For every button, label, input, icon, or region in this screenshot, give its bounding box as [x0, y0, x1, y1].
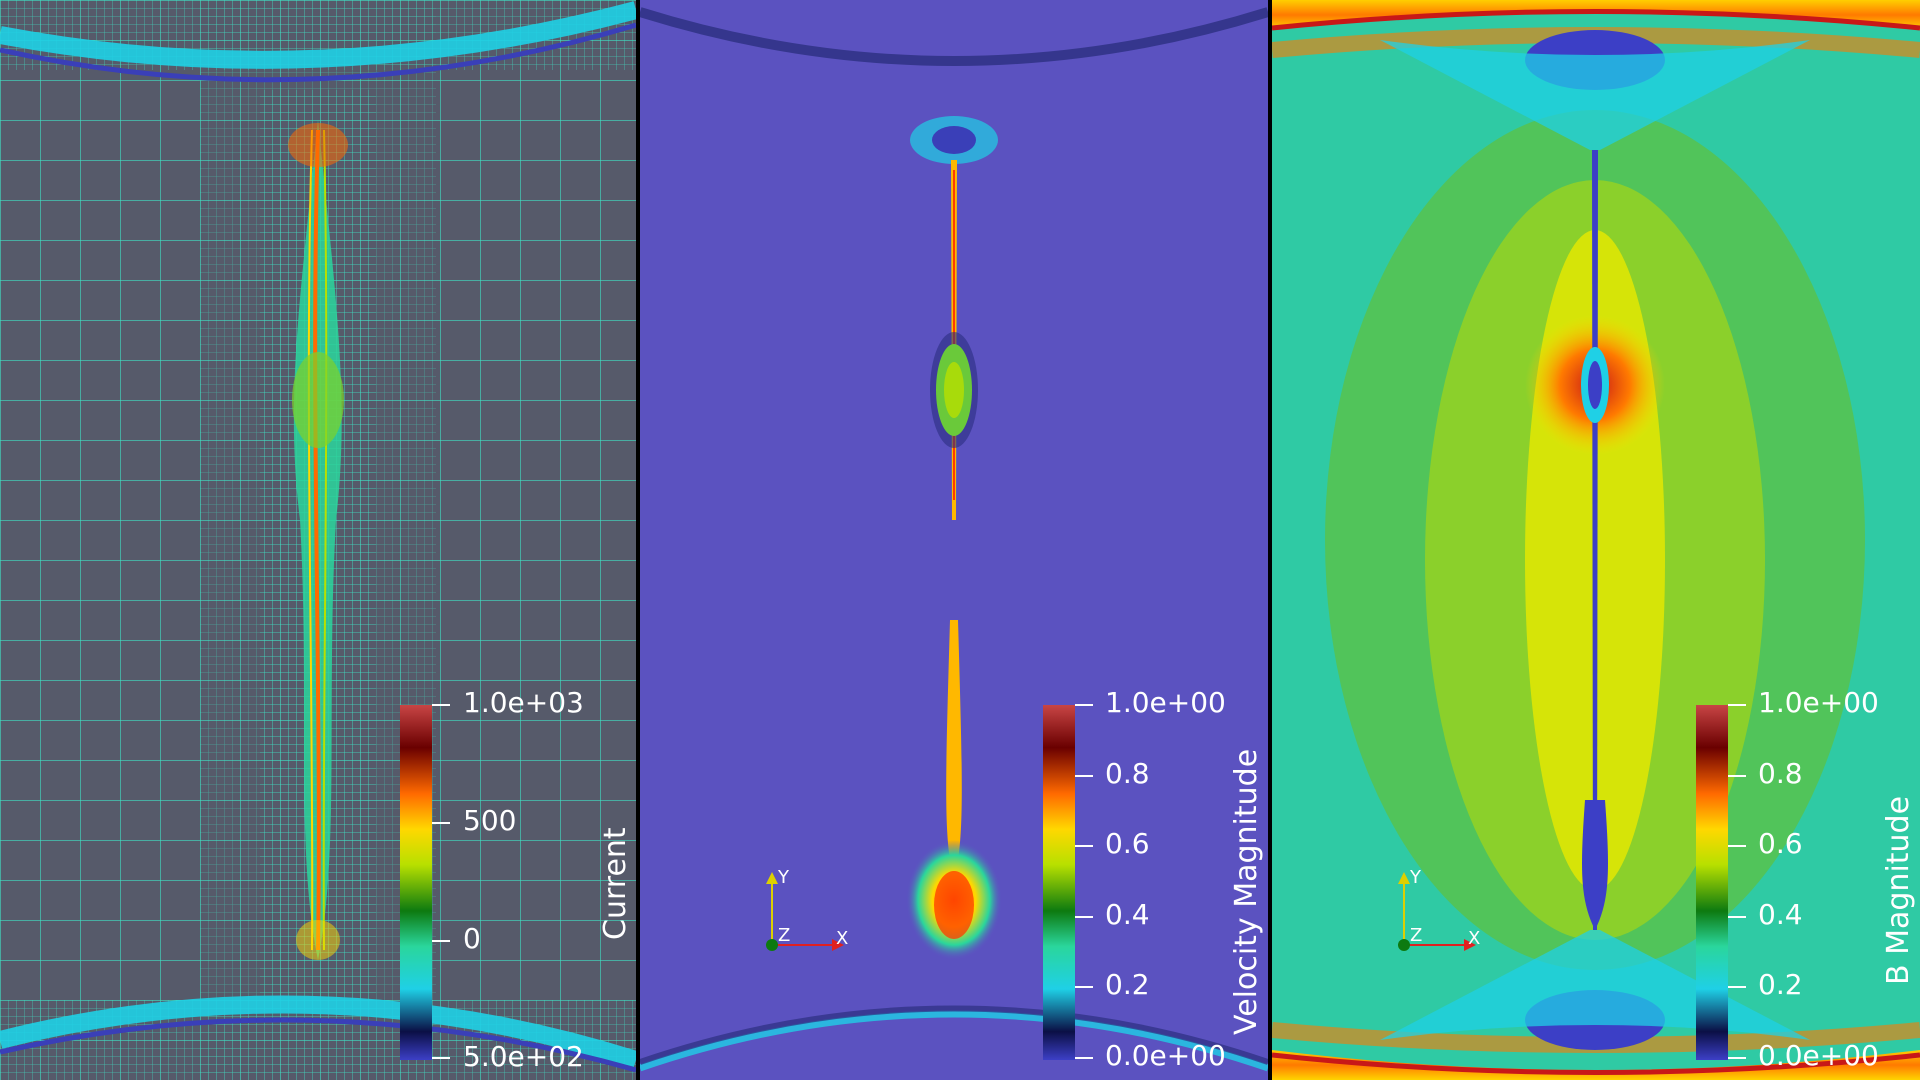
- colorbar-tick-label: 0: [463, 922, 481, 955]
- colorbar-tick-label: 1.0e+03: [463, 686, 584, 719]
- colorbar-tick-label: 0.0e+00: [1758, 1039, 1879, 1072]
- colorbar-title: B Magnitude: [1881, 796, 1916, 985]
- colorbar-tick-label: 1.0e+00: [1105, 686, 1226, 719]
- colorbar-title: Current: [598, 827, 633, 940]
- axis-label-z: Z: [1410, 925, 1422, 946]
- colorbar-tick-label: 0.4: [1758, 898, 1803, 931]
- bmag-panel: 1.0e+00 0.8 0.6 0.4 0.2 0.0e+00 B Magnit…: [1272, 0, 1920, 1080]
- axis-label-y: Y: [777, 867, 790, 888]
- colorbar-tick-label: 0.2: [1105, 968, 1150, 1001]
- colorbar-gradient: [400, 705, 432, 1060]
- axis-label-z: Z: [778, 925, 790, 946]
- velocity-colorbar: 1.0e+00 0.8 0.6 0.4 0.2 0.0e+00 Velocity…: [1043, 686, 1264, 1072]
- current-colorbar: 1.0e+03 500 0 5.0e+02 Current: [400, 686, 633, 1073]
- colorbar-tick-label: 0.4: [1105, 898, 1150, 931]
- axes-orientation-widget: Y X Z: [766, 867, 848, 951]
- colorbar-tick-label: 0.8: [1758, 757, 1803, 790]
- panel-divider: [636, 0, 640, 1080]
- colorbar-tick-label: 0.0e+00: [1105, 1039, 1226, 1072]
- colorbar-tick-label: 5.0e+02: [463, 1040, 584, 1073]
- axis-label-y: Y: [1409, 867, 1422, 888]
- velocity-panel: 1.0e+00 0.8 0.6 0.4 0.2 0.0e+00 Velocity…: [640, 0, 1268, 1080]
- colorbar-title: Velocity Magnitude: [1229, 749, 1264, 1035]
- colorbar-gradient: [1696, 705, 1728, 1060]
- colorbar-tick-label: 0.6: [1758, 827, 1803, 860]
- bmag-colorbar: 1.0e+00 0.8 0.6 0.4 0.2 0.0e+00 B Magnit…: [1696, 686, 1916, 1072]
- colorbar-tick-label: 0.8: [1105, 757, 1150, 790]
- colorbar-tick-label: 1.0e+00: [1758, 686, 1879, 719]
- colorbar-tick-label: 0.6: [1105, 827, 1150, 860]
- axis-label-x: X: [836, 928, 848, 949]
- panel-divider: [1268, 0, 1272, 1080]
- colorbar-gradient: [1043, 705, 1075, 1060]
- colorbar-tick-label: 500: [463, 804, 516, 837]
- current-panel: 1.0e+03 500 0 5.0e+02 Current: [0, 0, 636, 1080]
- axis-label-x: X: [1468, 928, 1480, 949]
- axes-orientation-widget: Y X Z: [1398, 867, 1480, 951]
- colorbar-tick-label: 0.2: [1758, 968, 1803, 1001]
